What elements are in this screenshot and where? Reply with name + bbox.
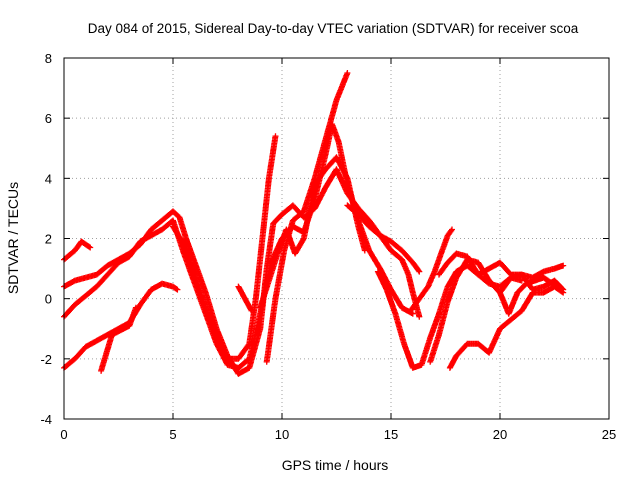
data-marker-trace <box>235 283 255 314</box>
series-track-5 <box>98 304 139 374</box>
data-points <box>61 70 567 377</box>
x-axis-label: GPS time / hours <box>282 457 389 473</box>
series-track-9 <box>257 154 368 311</box>
data-marker-trace <box>486 274 564 317</box>
data-marker-trace <box>436 250 567 281</box>
series-track-8 <box>263 70 351 365</box>
x-tick-label: 0 <box>60 427 67 442</box>
data-marker-trace <box>257 154 368 311</box>
data-marker-trace <box>407 226 455 314</box>
series-track-7 <box>235 283 255 314</box>
series-track-2 <box>61 166 423 377</box>
x-tick-label: 25 <box>602 427 616 442</box>
chart-title: Day 084 of 2015, Sidereal Day-to-day VTE… <box>88 21 579 36</box>
data-marker-trace <box>98 304 139 374</box>
y-tick-label: 0 <box>45 292 52 307</box>
series-track-1 <box>61 238 94 263</box>
series-track-12 <box>407 226 455 314</box>
x-tick-label: 15 <box>384 427 398 442</box>
data-marker-trace <box>61 238 94 263</box>
y-tick-label: 4 <box>45 171 52 186</box>
series-track-4 <box>61 280 181 371</box>
data-marker-trace <box>263 70 351 365</box>
series-track-16 <box>486 274 564 317</box>
axis-ticks: 0 5 10 15 20 25 -4 -2 0 2 4 6 8 <box>40 51 616 442</box>
y-tick-label: 8 <box>45 51 52 66</box>
y-axis-label: SDTVAR / TECUs <box>5 182 21 294</box>
series-track-15 <box>436 250 567 281</box>
series-track-6 <box>170 133 279 362</box>
x-tick-label: 5 <box>169 427 176 442</box>
y-tick-label: 2 <box>45 232 52 247</box>
data-marker-trace <box>374 262 525 371</box>
y-tick-label: -2 <box>40 352 52 367</box>
series-track-11 <box>374 262 525 371</box>
series-track-14 <box>446 283 567 371</box>
y-tick-label: -4 <box>40 412 52 427</box>
data-marker-trace <box>446 283 567 371</box>
data-marker-trace <box>170 133 279 362</box>
data-marker-trace <box>61 166 423 377</box>
x-tick-label: 20 <box>493 427 507 442</box>
y-tick-label: 6 <box>45 111 52 126</box>
data-marker-trace <box>61 280 181 371</box>
x-tick-label: 10 <box>275 427 289 442</box>
